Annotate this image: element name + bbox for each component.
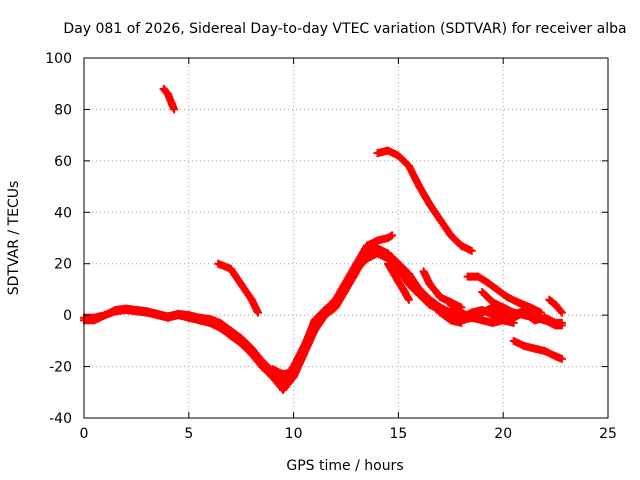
x-tick-label: 15 [389,426,407,442]
data-point [557,354,566,363]
data-point [388,231,397,240]
y-tick-label: -20 [49,360,72,376]
x-tick-label: 0 [80,426,89,442]
x-axis-title: GPS time / hours [286,458,403,474]
plot-frame [83,57,609,419]
series-trace-9 [373,146,476,255]
data-point [253,308,262,317]
series-trace-3 [268,231,397,379]
data-points [80,84,566,394]
x-tick-label: 10 [285,426,303,442]
data-point [557,321,566,330]
data-point [556,307,565,316]
series-trace-10 [159,84,179,114]
x-tick-label: 5 [184,426,193,442]
series-trace-13 [545,295,566,317]
chart-title: Day 081 of 2026, Sidereal Day-to-day VTE… [63,21,626,37]
series-trace-8 [478,288,550,325]
data-point [404,295,413,304]
grid [84,58,608,418]
data-point [557,308,566,317]
data-point [509,318,518,327]
series-trace-11 [214,259,262,317]
y-tick-label: -40 [49,411,72,427]
data-point [541,316,550,325]
data-point [170,105,179,114]
x-tick-label: 20 [494,426,512,442]
series-trace-12 [509,336,566,363]
y-tick-label: 0 [63,308,72,324]
series-trace-7 [463,272,545,317]
axis-ticks: 0 5 10 15 20 25 -40 -20 0 20 40 60 80 100 [45,51,617,442]
series-trace-4 [373,249,466,327]
y-tick-label: 100 [45,51,72,67]
y-tick-label: 40 [54,205,72,221]
y-tick-label: 60 [54,154,72,170]
series-trace-14 [446,300,518,327]
x-tick-label: 25 [599,426,617,442]
data-point [536,308,545,317]
y-tick-label: 80 [54,102,72,118]
y-axis-title: SDTVAR / TECUs [6,181,22,296]
data-point [457,318,466,327]
y-tick-label: 20 [54,257,72,273]
data-point [467,246,476,255]
series-trace-5 [383,259,413,304]
